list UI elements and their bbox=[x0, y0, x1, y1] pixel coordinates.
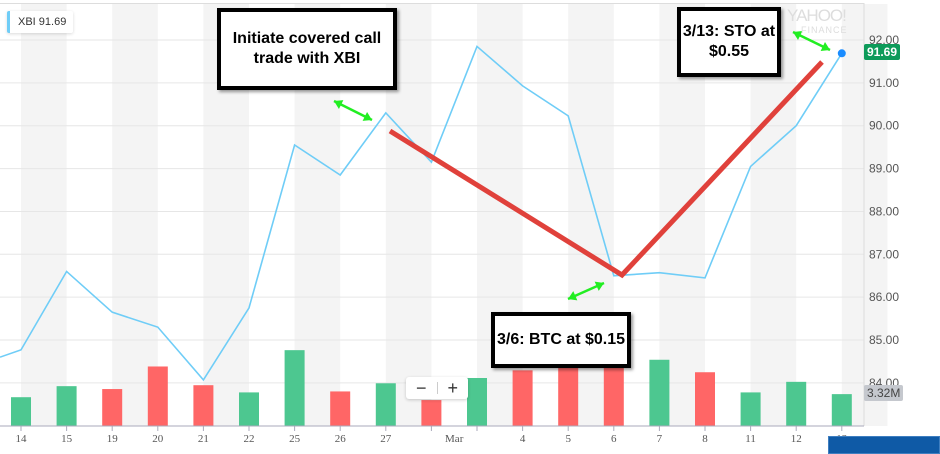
double-arrow-icon bbox=[333, 99, 373, 122]
double-arrow-icon bbox=[792, 30, 831, 52]
volume-bar bbox=[421, 400, 442, 426]
y-tick-label: 92.00 bbox=[869, 33, 899, 47]
volume-bar bbox=[375, 383, 396, 426]
volume-badge: 3.32M bbox=[864, 385, 904, 401]
x-tick-label: 6 bbox=[611, 433, 617, 445]
volume-bar bbox=[740, 392, 761, 426]
volume-bar bbox=[193, 385, 214, 426]
zoom-controls: − + bbox=[406, 377, 468, 399]
y-tick-label: 90.00 bbox=[869, 119, 899, 133]
volume-bar bbox=[284, 350, 305, 426]
volume-bar bbox=[831, 394, 852, 426]
zoom-out-button[interactable]: − bbox=[415, 378, 427, 398]
y-tick-label: 91.00 bbox=[869, 76, 899, 90]
annotation-btc: 3/6: BTC at $0.15 bbox=[491, 312, 631, 368]
bottom-banner[interactable] bbox=[828, 436, 940, 454]
x-tick-label: 15 bbox=[61, 433, 73, 445]
zoom-in-button[interactable]: + bbox=[447, 378, 458, 398]
price-line bbox=[0, 45, 843, 382]
x-tick-label: 4 bbox=[520, 433, 526, 445]
volume-bar bbox=[558, 361, 579, 426]
double-arrow-icon bbox=[567, 281, 605, 301]
x-tick-label: 22 bbox=[244, 433, 255, 445]
volume-bar bbox=[512, 370, 533, 426]
y-tick-label: 86.00 bbox=[869, 290, 899, 304]
x-tick-label: 25 bbox=[289, 433, 301, 445]
x-tick-label: Mar bbox=[445, 433, 464, 445]
x-tick-label: 19 bbox=[107, 433, 119, 445]
volume-bar bbox=[147, 366, 168, 426]
x-tick-label: 20 bbox=[152, 433, 164, 445]
volume-bar bbox=[649, 359, 670, 426]
x-tick-label: 11 bbox=[745, 433, 756, 445]
x-tick-label: 5 bbox=[565, 433, 571, 445]
x-tick-label: 8 bbox=[702, 433, 708, 445]
last-price-dot bbox=[837, 49, 846, 58]
volume-bar bbox=[467, 378, 487, 426]
x-tick-label: 12 bbox=[791, 433, 802, 445]
x-tick-label: 27 bbox=[380, 433, 392, 445]
x-tick-label: 21 bbox=[198, 433, 209, 445]
x-tick-label: 26 bbox=[335, 433, 347, 445]
y-tick-label: 85.00 bbox=[869, 333, 899, 347]
y-tick-label: 87.00 bbox=[869, 247, 899, 261]
annotation-sto: 3/13: STO at $0.55 bbox=[677, 7, 781, 77]
annotation-initiate: Initiate covered call trade with XBI bbox=[217, 8, 397, 90]
ticker-tag[interactable]: XBI 91.69 bbox=[7, 11, 74, 33]
volume-bar bbox=[603, 361, 624, 426]
volume-bar bbox=[102, 389, 123, 426]
volume-bar bbox=[239, 392, 259, 426]
x-tick-label: 7 bbox=[657, 433, 663, 445]
trend-line bbox=[388, 60, 824, 279]
y-tick-label: 88.00 bbox=[869, 204, 899, 218]
price-badge: 91.69 bbox=[864, 44, 901, 60]
volume-bar bbox=[56, 386, 77, 426]
yahoo-finance-logo: YAHOO! FINANCE bbox=[787, 6, 848, 35]
y-tick-label: 89.00 bbox=[869, 162, 899, 176]
divider bbox=[436, 382, 438, 394]
x-tick-label: 14 bbox=[16, 433, 28, 445]
volume-bar bbox=[11, 397, 31, 426]
column-band bbox=[841, 4, 888, 426]
volume-bar bbox=[695, 372, 715, 426]
column-band bbox=[21, 4, 67, 426]
column-band bbox=[112, 4, 158, 426]
volume-bar bbox=[330, 391, 351, 426]
volume-bar bbox=[786, 381, 807, 426]
